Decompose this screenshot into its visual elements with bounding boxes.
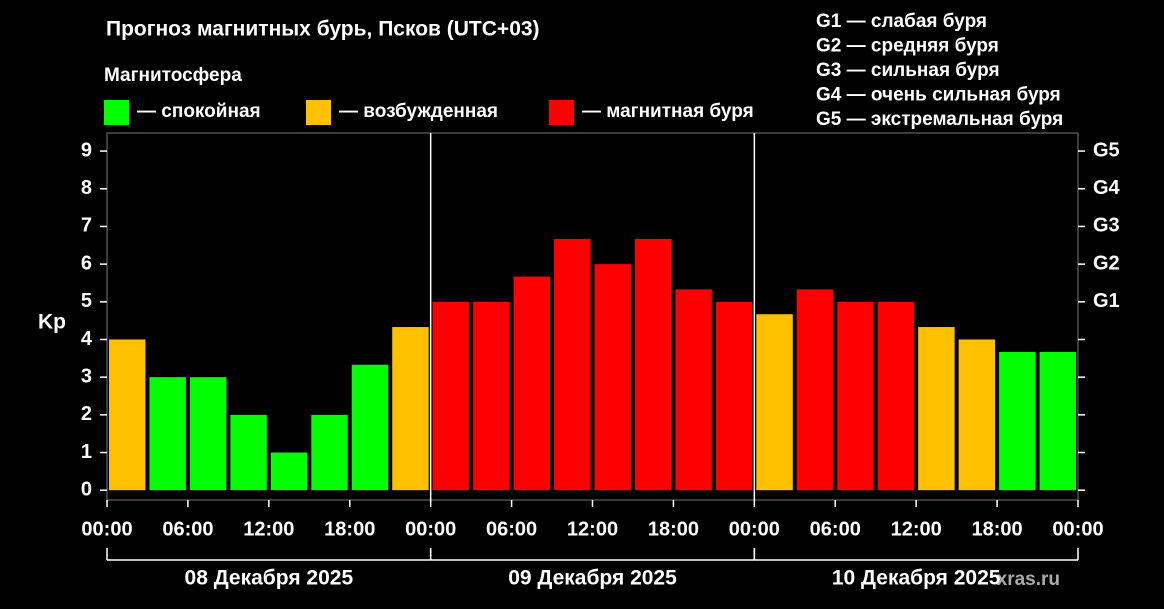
storm-level: G3 — сильная буря [816, 60, 1000, 81]
y-tick-label: 5 [81, 290, 92, 312]
x-tick-label: 00:00 [81, 518, 132, 540]
bar [230, 414, 267, 491]
legend-label: — магнитная буря [582, 101, 754, 122]
watermark: xras.ru [997, 569, 1060, 590]
y-axis-label: Kp [38, 311, 66, 334]
bar [311, 414, 348, 491]
x-tick-label: 12:00 [567, 518, 618, 540]
y2-tick-label: G1 [1093, 290, 1120, 312]
day-label: 08 Декабря 2025 [185, 567, 354, 590]
bar [473, 301, 510, 491]
y-tick-label: 4 [81, 328, 93, 350]
bar [109, 339, 146, 491]
bar [554, 238, 591, 491]
x-tick-label: 18:00 [648, 518, 699, 540]
bar [877, 301, 915, 491]
y-tick-label: 2 [81, 403, 92, 425]
bar [392, 327, 429, 491]
y-tick-label: 9 [81, 139, 92, 161]
bar [756, 314, 793, 491]
storm-level: G5 — экстремальная буря [816, 109, 1063, 130]
y2-tick-label: G3 [1093, 215, 1120, 237]
bar [432, 301, 470, 491]
x-tick-label: 06:00 [486, 518, 537, 540]
x-tick-label: 06:00 [162, 518, 213, 540]
y-tick-label: 7 [81, 215, 92, 237]
x-tick-label: 00:00 [729, 518, 780, 540]
bar [675, 289, 712, 491]
y2-tick-label: G2 [1093, 252, 1120, 274]
y-tick-label: 6 [81, 252, 92, 274]
bar [918, 327, 955, 491]
storm-level: G4 — очень сильная буря [816, 85, 1061, 106]
legend-label: — спокойная [137, 101, 261, 122]
x-tick-label: 12:00 [891, 518, 942, 540]
bar [715, 301, 753, 491]
y2-tick-label: G5 [1093, 139, 1120, 161]
legend-swatch [104, 100, 129, 125]
bar [351, 364, 389, 491]
y-tick-label: 1 [81, 441, 92, 463]
storm-level: G1 — слабая буря [816, 11, 987, 32]
y2-tick-label: G4 [1093, 177, 1121, 199]
x-tick-label: 18:00 [972, 518, 1023, 540]
bar [513, 276, 551, 491]
x-tick-label: 00:00 [1052, 518, 1103, 540]
y-tick-label: 8 [81, 177, 92, 199]
bar [1039, 351, 1076, 491]
bar [999, 351, 1036, 491]
bar [594, 264, 631, 491]
x-tick-label: 06:00 [810, 518, 861, 540]
day-label: 10 Декабря 2025 [832, 567, 1001, 590]
bar [796, 289, 834, 491]
x-tick-label: 18:00 [324, 518, 375, 540]
y-tick-label: 0 [81, 478, 92, 500]
x-tick-label: 12:00 [243, 518, 294, 540]
bar [958, 339, 996, 491]
legend-title: Магнитосфера [104, 65, 242, 86]
x-tick-label: 00:00 [405, 518, 456, 540]
bar [634, 238, 672, 491]
legend-label: — возбужденная [339, 101, 498, 122]
legend-swatch [306, 100, 331, 125]
storm-level: G2 — средняя буря [816, 36, 999, 57]
legend-swatch [549, 100, 574, 125]
day-label: 09 Декабря 2025 [508, 567, 677, 590]
chart-title: Прогноз магнитных бурь, Псков (UTC+03) [106, 18, 540, 41]
bar [837, 301, 874, 491]
bar [270, 452, 308, 491]
y-tick-label: 3 [81, 365, 92, 387]
bar [149, 377, 186, 491]
bar [189, 377, 227, 491]
